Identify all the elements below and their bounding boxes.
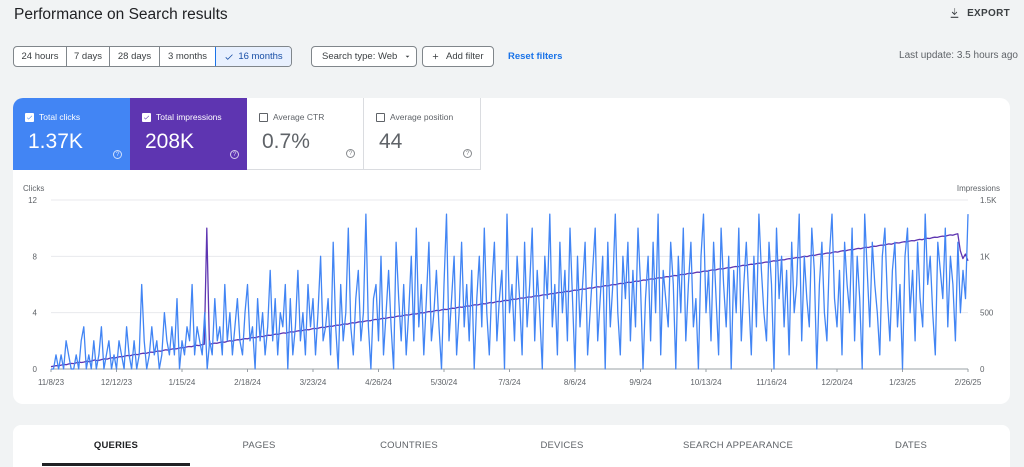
x-tick-label: 2/26/25 [955,378,982,387]
y-right-axis-title: Impressions [957,184,1000,193]
checkbox-unchecked-icon[interactable] [259,112,268,122]
metric-value: 208K [145,130,195,153]
help-icon[interactable]: ? [346,149,355,158]
tab-dates[interactable]: DATES [895,440,927,451]
y-right-tick-label: 1.5K [980,196,997,205]
performance-chart-card: Total clicks 1.37K ? Total impressions 2… [13,98,1010,404]
date-range-16-months[interactable]: 16 months [215,47,291,66]
download-icon [950,8,959,18]
metric-label: Total clicks [39,112,81,122]
checkbox-checked-icon[interactable] [25,112,34,122]
x-tick-label: 1/15/24 [169,378,196,387]
x-tick-label: 1/23/25 [889,378,916,387]
x-tick-label: 11/8/23 [38,378,65,387]
filter-bar: 24 hours 7 days 28 days 3 months 16 mont… [0,45,1024,69]
x-tick-label: 9/9/24 [629,378,652,387]
metric-label: Total impressions [156,112,222,122]
reset-filters-link[interactable]: Reset filters [508,51,563,62]
x-tick-label: 2/18/24 [234,378,261,387]
y-left-tick-label: 0 [33,365,38,374]
performance-line-chart: 12 1.5K 8 1K 4 500 0 0 Clicks Impressions 11/8/23 1… [23,184,1000,387]
date-range-28-days[interactable]: 28 days [110,47,160,66]
y-left-axis-title: Clicks [23,184,44,193]
x-tick-label: 7/3/24 [498,378,521,387]
checkbox-checked-icon[interactable] [142,112,151,122]
x-tick-label: 8/6/24 [564,378,587,387]
top-bar: Performance on Search results EXPORT [0,0,1024,34]
y-right-tick-label: 1K [980,252,990,261]
help-icon[interactable]: ? [463,149,472,158]
y-right-tick-label: 0 [980,365,985,374]
x-tick-label: 12/20/24 [821,378,853,387]
help-icon[interactable]: ? [113,150,122,159]
tab-countries[interactable]: COUNTRIES [380,440,438,451]
metric-average-position[interactable]: Average position 44 ? [364,98,481,170]
export-label: EXPORT [967,8,1010,19]
metric-total-clicks[interactable]: Total clicks 1.37K ? [13,98,130,170]
last-update-text: Last update: 3.5 hours ago [899,50,1018,61]
series-line-clicks [51,213,969,370]
add-filter-button[interactable]: Add filter [422,46,494,67]
metric-label: Average position [390,112,454,122]
metric-label: Average CTR [273,112,325,122]
tab-devices[interactable]: DEVICES [540,440,584,451]
date-range-7-days[interactable]: 7 days [67,47,110,66]
plus-icon [432,53,439,60]
x-tick-label: 3/23/24 [300,378,327,387]
page-title: Performance on Search results [14,6,228,23]
x-tick-label: 11/16/24 [756,378,787,387]
date-range-3-months[interactable]: 3 months [160,47,216,66]
search-type-dropdown[interactable]: Search type: Web [311,46,417,67]
chevron-down-icon [405,55,410,58]
metric-value: 0.7% [262,130,310,153]
help-icon[interactable]: ? [230,150,239,159]
y-left-tick-label: 8 [33,252,38,261]
tab-queries[interactable]: QUERIES [93,440,139,451]
metric-total-impressions[interactable]: Total impressions 208K ? [130,98,247,170]
dimension-tabs: QUERIES PAGES COUNTRIES DEVICES SEARCH A… [13,425,1010,467]
metric-value: 1.37K [28,130,83,153]
date-range-24-hours[interactable]: 24 hours [14,47,67,66]
x-tick-label: 5/30/24 [431,378,458,387]
metric-average-ctr[interactable]: Average CTR 0.7% ? [247,98,364,170]
x-tick-label: 12/12/23 [101,378,133,387]
check-icon [225,53,234,60]
date-range-selector: 24 hours 7 days 28 days 3 months 16 mont… [13,46,292,67]
tab-search-appearance[interactable]: SEARCH APPEARANCE [682,440,794,451]
y-left-tick-label: 12 [28,196,37,205]
y-left-tick-label: 4 [33,309,38,318]
export-button[interactable]: EXPORT [948,7,1010,20]
x-tick-label: 10/13/24 [690,378,722,387]
y-right-tick-label: 500 [980,309,994,318]
checkbox-unchecked-icon[interactable] [376,112,385,122]
x-tick-label: 4/26/24 [365,378,392,387]
metric-value: 44 [379,130,403,153]
tab-pages[interactable]: PAGES [242,440,276,451]
active-tab-indicator [42,463,190,466]
